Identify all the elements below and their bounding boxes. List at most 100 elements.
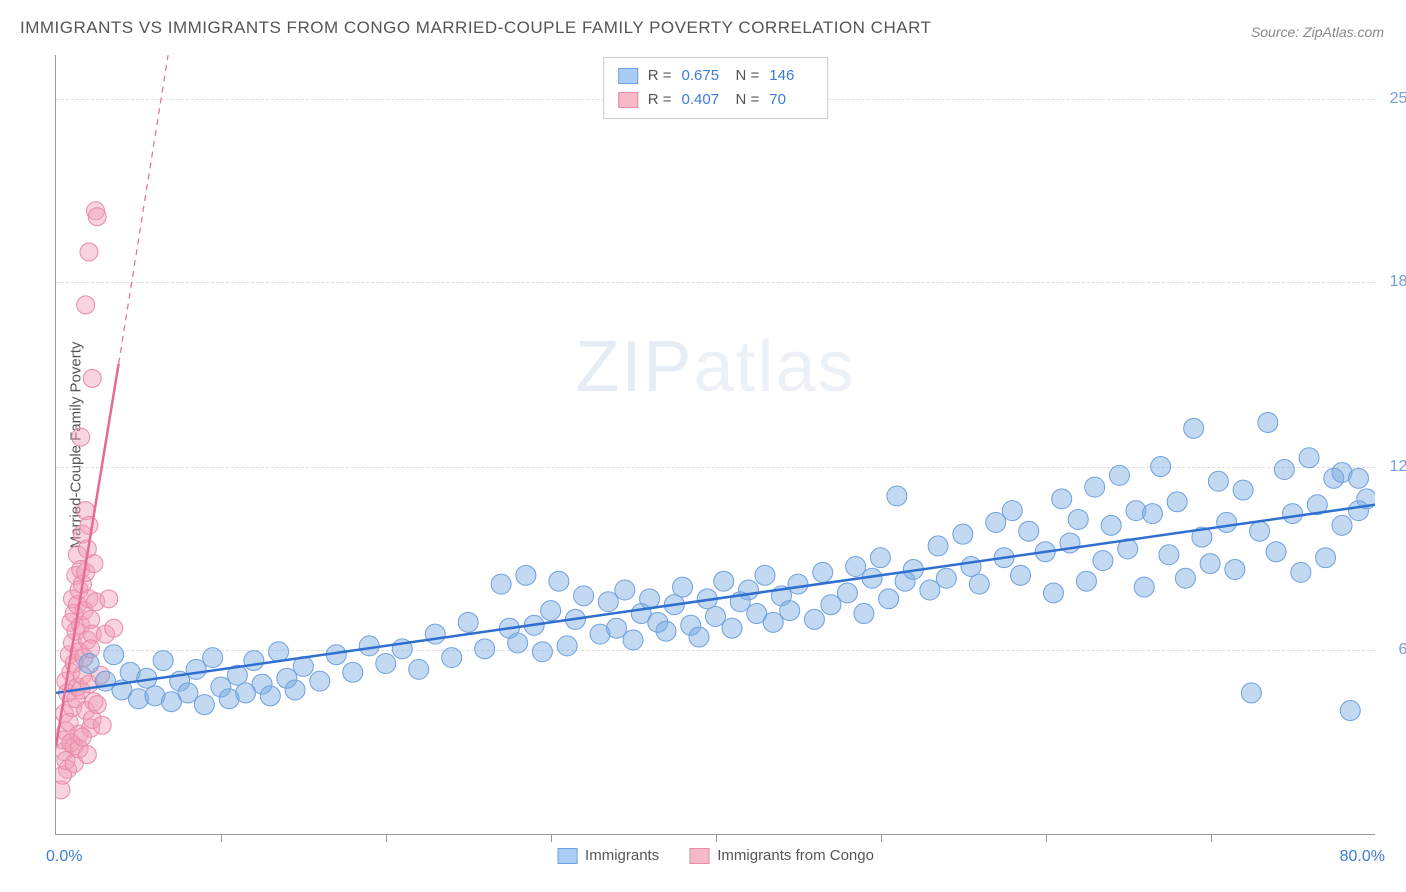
scatter-point [269, 642, 289, 662]
scatter-point [1093, 551, 1113, 571]
scatter-point [1159, 545, 1179, 565]
x-tick [386, 834, 387, 842]
scatter-point [706, 606, 726, 626]
scatter-point [804, 609, 824, 629]
x-tick [221, 834, 222, 842]
scatter-point [1208, 471, 1228, 491]
scatter-point [673, 577, 693, 597]
legend-correlation: R =0.675N =146R =0.407N =70 [603, 57, 829, 119]
scatter-point [1332, 515, 1352, 535]
scatter-point [541, 601, 561, 621]
scatter-point [961, 557, 981, 577]
scatter-point [359, 636, 379, 656]
scatter-point [1068, 509, 1088, 529]
scatter-point [1299, 448, 1319, 468]
scatter-point [738, 580, 758, 600]
scatter-point [100, 590, 118, 608]
scatter-point [1151, 457, 1171, 477]
legend-series-label: Immigrants from Congo [717, 847, 874, 864]
n-label: N = [736, 88, 760, 112]
scatter-point [105, 619, 123, 637]
scatter-point [928, 536, 948, 556]
legend-swatch [618, 92, 638, 108]
scatter-point [72, 428, 90, 446]
scatter-point [1142, 504, 1162, 524]
y-tick-label: 12.5% [1380, 458, 1406, 476]
legend-swatch [618, 68, 638, 84]
scatter-point [1291, 562, 1311, 582]
scatter-point [813, 562, 833, 582]
scatter-point [1002, 501, 1022, 521]
source-label: Source: ZipAtlas.com [1251, 24, 1384, 40]
scatter-point [1175, 568, 1195, 588]
scatter-point [1200, 554, 1220, 574]
scatter-point [458, 612, 478, 632]
scatter-point [73, 728, 91, 746]
scatter-svg [56, 55, 1375, 834]
r-value: 0.675 [682, 64, 726, 88]
scatter-point [1052, 489, 1072, 509]
scatter-point [80, 516, 98, 534]
x-tick [716, 834, 717, 842]
scatter-point [203, 648, 223, 668]
scatter-point [837, 583, 857, 603]
scatter-point [1011, 565, 1031, 585]
scatter-point [376, 654, 396, 674]
scatter-point [93, 716, 111, 734]
scatter-point [1241, 683, 1261, 703]
x-tick [1211, 834, 1212, 842]
x-tick [881, 834, 882, 842]
chart-title: IMMIGRANTS VS IMMIGRANTS FROM CONGO MARR… [20, 18, 931, 38]
x-tick [551, 834, 552, 842]
y-tick-label: 25.0% [1380, 90, 1406, 108]
scatter-point [879, 589, 899, 609]
n-label: N = [736, 64, 760, 88]
scatter-point [640, 589, 660, 609]
scatter-point [1266, 542, 1286, 562]
scatter-point [953, 524, 973, 544]
r-label: R = [648, 88, 672, 112]
scatter-point [986, 512, 1006, 532]
x-max-label: 80.0% [1340, 848, 1385, 866]
plot-area: ZIPatlas Married-Couple Family Poverty 6… [55, 55, 1375, 835]
scatter-point [969, 574, 989, 594]
y-tick-label: 18.8% [1380, 273, 1406, 291]
y-tick-label: 6.3% [1380, 641, 1406, 659]
scatter-point [557, 636, 577, 656]
scatter-point [178, 683, 198, 703]
scatter-point [714, 571, 734, 591]
scatter-point [689, 627, 709, 647]
legend-series: Immigrants Immigrants from Congo [557, 847, 874, 864]
scatter-point [755, 565, 775, 585]
scatter-point [88, 696, 106, 714]
scatter-point [1134, 577, 1154, 597]
r-value: 0.407 [682, 88, 726, 112]
scatter-point [870, 548, 890, 568]
legend-series-label: Immigrants [585, 847, 659, 864]
scatter-point [763, 612, 783, 632]
scatter-point [1044, 583, 1064, 603]
x-min-label: 0.0% [46, 848, 82, 866]
scatter-point [854, 604, 874, 624]
scatter-point [936, 568, 956, 588]
scatter-point [260, 686, 280, 706]
scatter-point [77, 296, 95, 314]
scatter-point [491, 574, 511, 594]
scatter-point [887, 486, 907, 506]
scatter-point [104, 645, 124, 665]
legend-swatch [557, 848, 577, 864]
legend-series-item: Immigrants [557, 847, 659, 864]
scatter-point [1109, 465, 1129, 485]
scatter-point [1316, 548, 1336, 568]
scatter-point [475, 639, 495, 659]
scatter-point [780, 601, 800, 621]
scatter-point [598, 592, 618, 612]
scatter-point [615, 580, 635, 600]
scatter-point [1184, 418, 1204, 438]
scatter-point [1340, 701, 1360, 721]
scatter-point [722, 618, 742, 638]
scatter-point [285, 680, 305, 700]
scatter-point [244, 651, 264, 671]
scatter-point [532, 642, 552, 662]
scatter-point [310, 671, 330, 691]
